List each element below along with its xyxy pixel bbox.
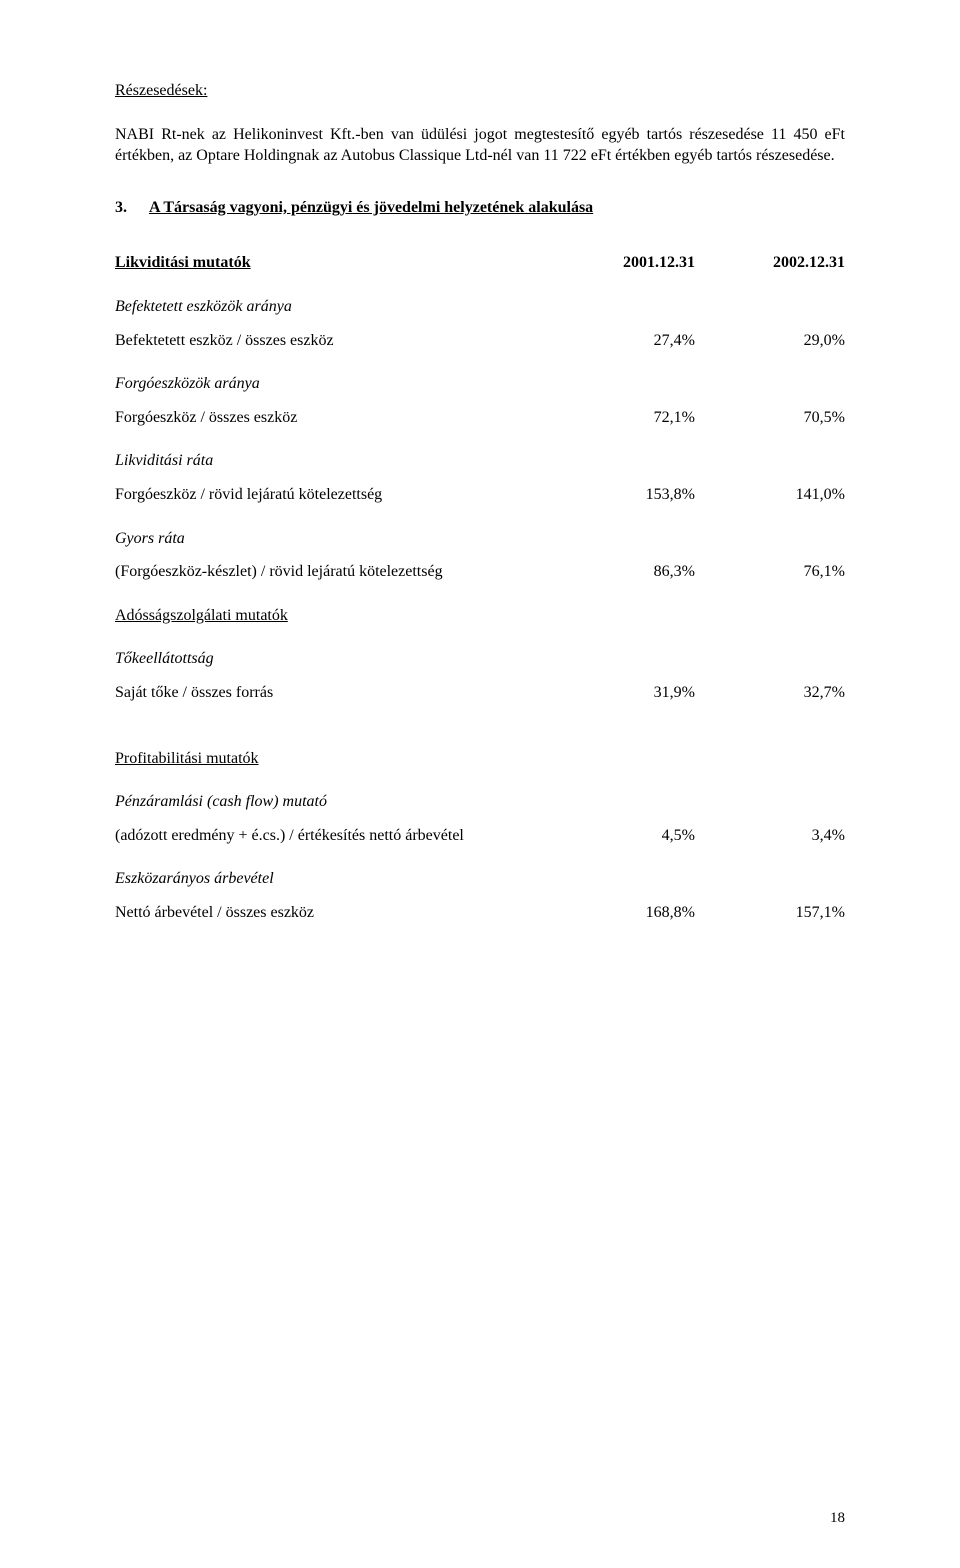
heading-3: 3. A Társaság vagyoni, pénzügyi és jöved… (115, 197, 845, 219)
value-cell: 32,7% (695, 682, 845, 704)
value-cell: 70,5% (695, 407, 845, 429)
sajat-toke-formula: Saját tőke / összes forrás (115, 682, 545, 704)
section-title-reszesedesek: Részesedések: (115, 80, 845, 102)
table-row: Pénzáramlási (cash flow) mutató (115, 791, 845, 813)
adossag-mutatok-label: Adósságszolgálati mutatók (115, 605, 545, 627)
reszesedesek-heading: Részesedések: (115, 82, 207, 99)
col-header-2001: 2001.12.31 (545, 252, 695, 274)
table-row: Adósságszolgálati mutatók (115, 605, 845, 627)
col-header-2002: 2002.12.31 (695, 252, 845, 274)
table-row: Gyors ráta (115, 528, 845, 550)
document-page: Részesedések: NABI Rt-nek az Helikoninve… (0, 0, 960, 1568)
befektetett-aranya-label: Befektetett eszközök aránya (115, 296, 545, 318)
adozott-formula: (adózott eredmény + é.cs.) / értékesítés… (115, 825, 545, 847)
likviditasi-mutatok-label: Likviditási mutatók (115, 252, 545, 274)
ratios-table: Likviditási mutatók 2001.12.31 2002.12.3… (115, 252, 845, 923)
befektetett-formula: Befektetett eszköz / összes eszköz (115, 330, 545, 352)
table-row: Tőkeellátottság (115, 648, 845, 670)
table-row: Nettó árbevétel / összes eszköz 168,8% 1… (115, 902, 845, 924)
table-row: (adózott eredmény + é.cs.) / értékesítés… (115, 825, 845, 847)
forgoeszkozok-aranya-label: Forgóeszközök aránya (115, 373, 545, 395)
table-row: Forgóeszköz / összes eszköz 72,1% 70,5% (115, 407, 845, 429)
table-row: Saját tőke / összes forrás 31,9% 32,7% (115, 682, 845, 704)
table-row: Likviditási ráta (115, 450, 845, 472)
eszkozaranyos-label: Eszközarányos árbevétel (115, 868, 545, 890)
netto-arbevetel-formula: Nettó árbevétel / összes eszköz (115, 902, 545, 924)
tokellatottsag-label: Tőkeellátottság (115, 648, 545, 670)
penzaramlasi-label: Pénzáramlási (cash flow) mutató (115, 791, 545, 813)
value-cell: 157,1% (695, 902, 845, 924)
paragraph-reszesedesek: NABI Rt-nek az Helikoninvest Kft.-ben va… (115, 124, 845, 167)
value-cell: 153,8% (545, 484, 695, 506)
likviditasi-rata-label: Likviditási ráta (115, 450, 545, 472)
table-header-row: Likviditási mutatók 2001.12.31 2002.12.3… (115, 252, 845, 274)
value-cell: 141,0% (695, 484, 845, 506)
profitabilitasi-label: Profitabilitási mutatók (115, 748, 545, 770)
value-cell: 27,4% (545, 330, 695, 352)
forgoeszkoz-formula: Forgóeszköz / összes eszköz (115, 407, 545, 429)
value-cell: 3,4% (695, 825, 845, 847)
heading-3-text: A Társaság vagyoni, pénzügyi és jövedelm… (149, 197, 593, 219)
table-row: Forgóeszközök aránya (115, 373, 845, 395)
value-cell: 76,1% (695, 561, 845, 583)
value-cell: 29,0% (695, 330, 845, 352)
gyors-rata-label: Gyors ráta (115, 528, 545, 550)
table-row: Befektetett eszközök aránya (115, 296, 845, 318)
heading-3-number: 3. (115, 197, 149, 219)
table-row: Eszközarányos árbevétel (115, 868, 845, 890)
likviditasi-formula: Forgóeszköz / rövid lejáratú kötelezetts… (115, 484, 545, 506)
value-cell: 86,3% (545, 561, 695, 583)
table-row: Profitabilitási mutatók (115, 748, 845, 770)
gyors-formula: (Forgóeszköz-készlet) / rövid lejáratú k… (115, 561, 545, 583)
value-cell: 31,9% (545, 682, 695, 704)
table-row: Forgóeszköz / rövid lejáratú kötelezetts… (115, 484, 845, 506)
table-row: Befektetett eszköz / összes eszköz 27,4%… (115, 330, 845, 352)
value-cell: 4,5% (545, 825, 695, 847)
table-row: (Forgóeszköz-készlet) / rövid lejáratú k… (115, 561, 845, 583)
value-cell: 72,1% (545, 407, 695, 429)
value-cell: 168,8% (545, 902, 695, 924)
page-number: 18 (830, 1508, 845, 1528)
